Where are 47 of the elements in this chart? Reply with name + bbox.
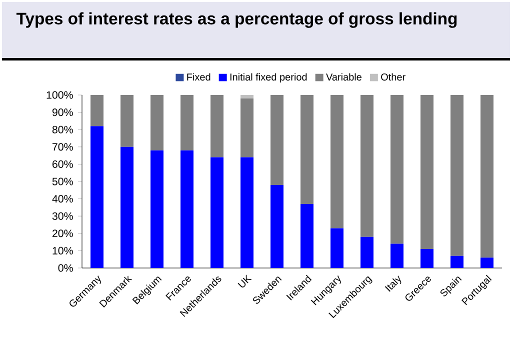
bar (240, 157, 254, 268)
y-tick-label: 0% (58, 264, 73, 272)
bar (240, 94, 254, 98)
bar (450, 256, 464, 268)
y-tick-label: 80% (52, 126, 73, 134)
bar (330, 94, 344, 228)
y-tick-label: 70% (52, 143, 73, 151)
bar (90, 126, 104, 268)
bar (480, 94, 494, 258)
bar (120, 146, 134, 268)
bar (420, 248, 434, 268)
y-tick-label: 90% (52, 108, 73, 116)
bar (180, 150, 194, 268)
bar (90, 94, 104, 126)
bar (180, 94, 194, 150)
x-tick-label: UK (238, 274, 252, 288)
legend-label: Variable (326, 73, 362, 81)
bar (300, 204, 314, 268)
bar (480, 258, 494, 268)
bar (210, 157, 224, 268)
y-tick-label: 30% (52, 212, 73, 220)
chart-title: Types of interest rates as a percentage of gross lending (16, 12, 457, 28)
bar (150, 150, 164, 268)
bar (210, 94, 224, 158)
y-tick-label: 10% (52, 246, 73, 254)
bar (270, 184, 284, 268)
bar (450, 94, 464, 256)
bar (390, 94, 404, 244)
y-tick-label: 60% (52, 160, 73, 168)
legend-label: Initial fixed period (230, 73, 307, 83)
bar (120, 94, 134, 147)
bar (300, 94, 314, 204)
bar (270, 94, 284, 185)
y-tick-label: 40% (52, 195, 73, 203)
bar (240, 98, 254, 158)
bar (420, 94, 434, 249)
y-tick-label: 50% (52, 178, 73, 186)
bar (360, 236, 374, 268)
legend-label: Other (381, 73, 406, 81)
bar (390, 244, 404, 268)
x-tick-label: Italy (384, 276, 402, 292)
bar (360, 94, 374, 237)
bar (150, 94, 164, 150)
bar (330, 228, 344, 268)
y-tick-label: 20% (52, 230, 73, 238)
y-tick-label: 100% (46, 91, 73, 99)
legend-label: Fixed (187, 73, 210, 81)
